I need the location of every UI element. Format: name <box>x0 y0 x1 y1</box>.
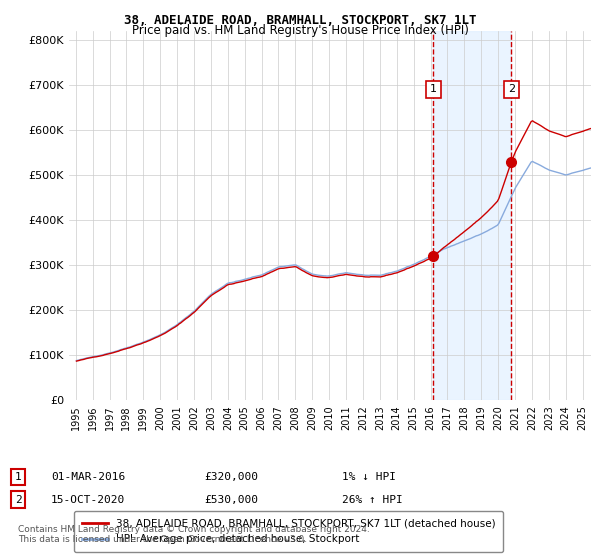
Text: Contains HM Land Registry data © Crown copyright and database right 2024.: Contains HM Land Registry data © Crown c… <box>18 525 370 534</box>
Text: 38, ADELAIDE ROAD, BRAMHALL, STOCKPORT, SK7 1LT: 38, ADELAIDE ROAD, BRAMHALL, STOCKPORT, … <box>124 14 476 27</box>
Legend: 38, ADELAIDE ROAD, BRAMHALL, STOCKPORT, SK7 1LT (detached house), HPI: Average p: 38, ADELAIDE ROAD, BRAMHALL, STOCKPORT, … <box>74 511 503 552</box>
Text: 26% ↑ HPI: 26% ↑ HPI <box>342 494 403 505</box>
Text: 1: 1 <box>14 472 22 482</box>
Bar <box>433 31 511 400</box>
Text: 01-MAR-2016: 01-MAR-2016 <box>51 472 125 482</box>
Text: Price paid vs. HM Land Registry's House Price Index (HPI): Price paid vs. HM Land Registry's House … <box>131 24 469 37</box>
Text: 2: 2 <box>14 494 22 505</box>
Text: 2: 2 <box>508 85 515 95</box>
Text: £320,000: £320,000 <box>204 472 258 482</box>
Text: £530,000: £530,000 <box>204 494 258 505</box>
Text: 15-OCT-2020: 15-OCT-2020 <box>51 494 125 505</box>
Text: 1: 1 <box>430 85 437 95</box>
Text: 1% ↓ HPI: 1% ↓ HPI <box>342 472 396 482</box>
Text: This data is licensed under the Open Government Licence v3.0.: This data is licensed under the Open Gov… <box>18 535 307 544</box>
